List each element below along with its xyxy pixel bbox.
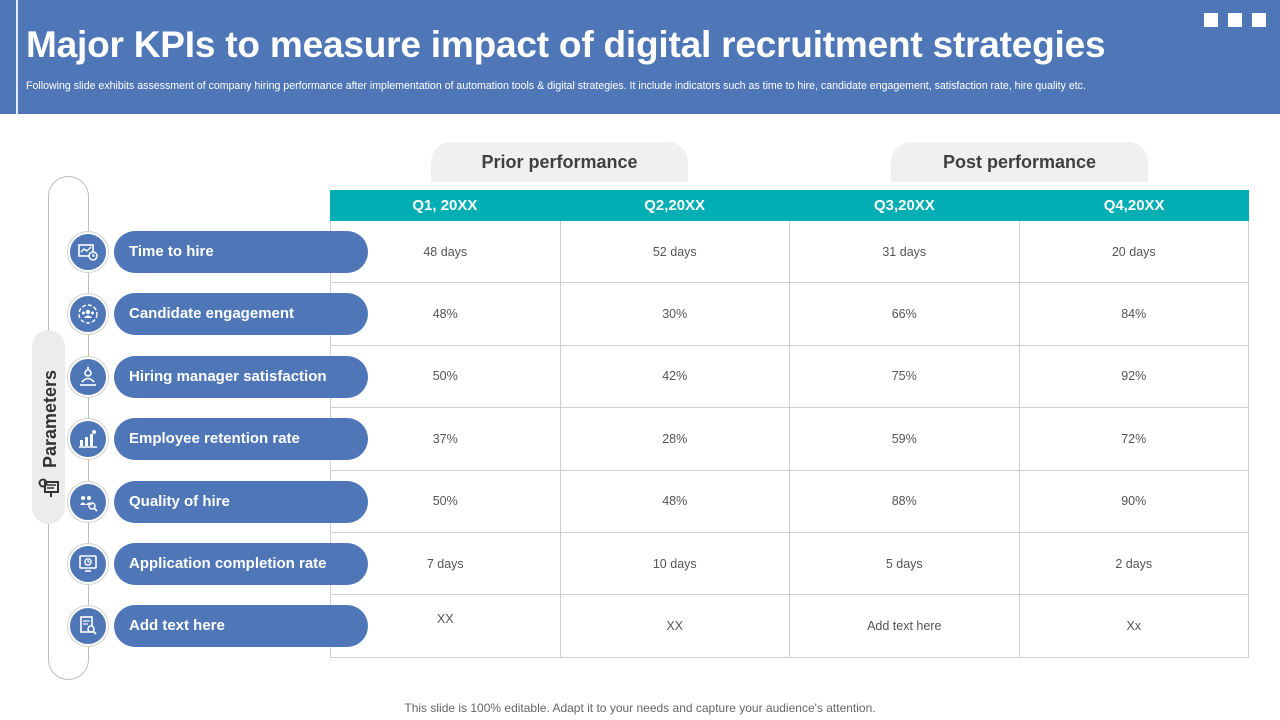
retention-chart-icon <box>68 419 108 460</box>
table-row: 50% 48% 88% 90% <box>331 470 1249 533</box>
kpi-table: Q1, 20XX Q2,20XX Q3,20XX Q4,20XX 48 days 52 … <box>330 190 1249 658</box>
application-monitor-icon <box>68 544 108 584</box>
table-header: Q1, 20XX Q2,20XX Q3,20XX Q4,20XX <box>330 190 1249 221</box>
table-row: 50% 42% 75% 92% <box>331 345 1249 409</box>
table-cell: 48 days <box>331 221 561 284</box>
table-cell: Add text here <box>790 595 1020 658</box>
table-row: 37% 28% 59% 72% <box>331 408 1249 471</box>
table-cell: 10 days <box>560 532 790 596</box>
table-cell: 2 days <box>1019 532 1249 596</box>
table-cell: 66% <box>790 283 1020 346</box>
table-cell: 52 days <box>560 221 790 284</box>
time-to-hire-icon <box>68 232 108 272</box>
kpi-item: Hiring manager satisfaction <box>68 355 368 398</box>
kpi-item: Time to hire <box>68 231 368 273</box>
square-icon <box>1204 13 1218 27</box>
column-header: Q2,20XX <box>644 197 706 214</box>
kpi-item: Quality of hire <box>68 480 368 523</box>
table-row: 7 days 10 days 5 days 2 days <box>331 532 1249 596</box>
kpi-label: Application completion rate <box>114 543 368 585</box>
table-cell: 50% <box>331 470 561 533</box>
kpi-label: Employee retention rate <box>114 418 368 461</box>
table-cell: 7 days <box>331 532 561 596</box>
table-cell: 72% <box>1019 408 1249 471</box>
kpi-item: Add text here <box>68 605 368 648</box>
table-cell: 5 days <box>790 532 1020 596</box>
kpi-item: Application completion rate <box>68 543 368 585</box>
slide-subtitle: Following slide exhibits assessment of c… <box>26 80 1086 92</box>
slide-header: Major KPIs to measure impact of digital … <box>0 0 1280 114</box>
table-cell: 48% <box>331 283 561 346</box>
table-cell: 90% <box>1019 470 1249 533</box>
settings-monitor-icon <box>38 478 59 497</box>
table-cell: XX <box>331 595 561 658</box>
column-header: Q4,20XX <box>1103 197 1165 214</box>
decorative-squares <box>1204 13 1266 27</box>
kpi-item: Employee retention rate <box>68 418 368 461</box>
header-divider <box>16 0 18 114</box>
table-cell: XX <box>560 595 790 658</box>
kpi-label: Add text here <box>114 605 368 648</box>
table-cell: 28% <box>560 408 790 471</box>
table-cell: 75% <box>790 345 1020 409</box>
parameters-label: Parameters <box>40 369 60 468</box>
column-header: Q3,20XX <box>873 197 935 214</box>
prior-performance-tab: Prior performance <box>431 142 688 182</box>
table-body: 48 days 52 days 31 days 20 days 48% 30% 66% 84%… <box>330 221 1249 658</box>
table-cell: 20 days <box>1019 221 1249 284</box>
table-cell: 37% <box>331 408 561 471</box>
footer-note: This slide is 100% editable. Adapt it to… <box>404 701 876 715</box>
kpi-label: Quality of hire <box>114 480 368 523</box>
table-cell: 30% <box>560 283 790 346</box>
post-performance-tab: Post performance <box>891 142 1148 182</box>
kpi-item: Candidate engagement <box>68 293 368 336</box>
table-cell: 48% <box>560 470 790 533</box>
column-header: Q1, 20XX <box>412 197 478 214</box>
kpi-label: Hiring manager satisfaction <box>114 355 368 398</box>
table-cell: 92% <box>1019 345 1249 409</box>
kpi-label: Candidate engagement <box>114 293 368 336</box>
square-icon <box>1252 13 1266 27</box>
quality-search-icon <box>68 481 108 522</box>
table-row: 48% 30% 66% 84% <box>331 283 1249 346</box>
square-icon <box>1228 13 1242 27</box>
document-search-icon <box>68 606 108 647</box>
kpi-label: Time to hire <box>114 231 368 273</box>
table-row: 48 days 52 days 31 days 20 days <box>331 221 1249 284</box>
table-cell: 42% <box>560 345 790 409</box>
table-cell: 50% <box>331 345 561 409</box>
table-cell: 84% <box>1019 283 1249 346</box>
candidate-engagement-icon <box>68 294 108 335</box>
table-cell: 88% <box>790 470 1020 533</box>
table-row: XX XX Add text here Xx <box>331 595 1249 658</box>
manager-satisfaction-icon <box>68 356 108 397</box>
table-cell: Xx <box>1019 595 1249 658</box>
table-cell: 31 days <box>790 221 1020 284</box>
table-cell: 59% <box>790 408 1020 471</box>
slide-title: Major KPIs to measure impact of digital … <box>26 24 1106 65</box>
